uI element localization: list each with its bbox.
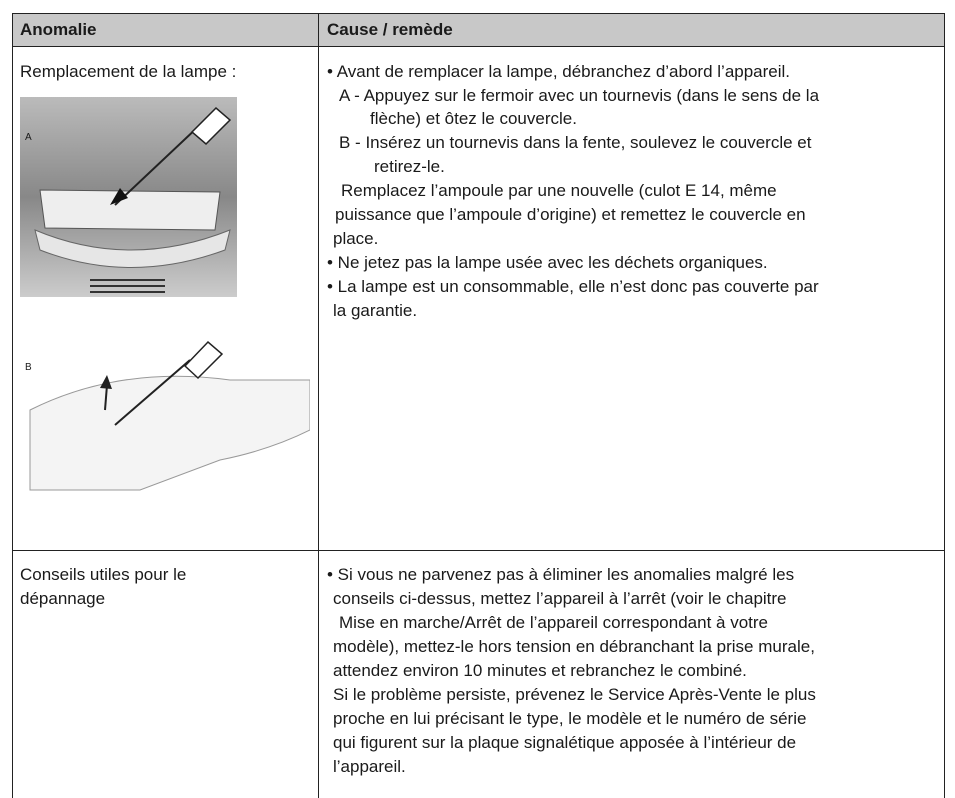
border	[944, 13, 945, 798]
figure-label: A	[25, 132, 32, 143]
cell-text: • Si vous ne parvenez pas à éliminer les…	[327, 565, 795, 584]
screwdriver-handle	[183, 340, 224, 380]
lamp-cover	[39, 189, 221, 231]
border	[12, 13, 945, 14]
cell-text: B - Insérez un tournevis dans la fente, …	[339, 133, 812, 152]
housing	[34, 229, 231, 268]
cell-text: A - Appuyez sur le fermoir avec un tourn…	[339, 86, 820, 105]
cell-text: l’appareil.	[333, 757, 406, 776]
cell-text: Remplacez l’ampoule par une nouvelle (cu…	[341, 181, 777, 200]
cell-text: • La lampe est un consommable, elle n’es…	[327, 277, 819, 296]
border	[318, 13, 319, 798]
cell-text: • Avant de remplacer la lampe, débranche…	[327, 62, 791, 81]
cell-text: retirez-le.	[374, 157, 445, 176]
header-bg	[12, 14, 944, 46]
cell-text: puissance que l’ampoule d’origine) et re…	[335, 205, 806, 224]
cell-text: Mise en marche/Arrêt de l’appareil corre…	[339, 613, 768, 632]
arrow	[100, 375, 112, 389]
cover	[29, 375, 310, 491]
cell-text: dépannage	[20, 589, 106, 608]
cell-text: • Ne jetez pas la lampe usée avec les dé…	[327, 253, 768, 272]
cell-text: qui figurent sur la plaque signalétique …	[333, 733, 797, 752]
screwdriver	[114, 124, 201, 206]
border	[12, 13, 13, 798]
border	[12, 46, 945, 47]
illustration	[20, 97, 310, 491]
cell-text: Conseils utiles pour le	[20, 565, 187, 584]
screwdriver-handle	[190, 106, 232, 146]
cell-text: conseils ci-dessus, mettez l’appareil à …	[333, 589, 787, 608]
cell-text: la garantie.	[333, 301, 418, 320]
cell-text: attendez environ 10 minutes et rebranche…	[333, 661, 747, 680]
header-cell: Anomalie	[20, 20, 97, 39]
header-cell: Cause / remède	[327, 20, 453, 39]
cell-text: Remplacement de la lampe :	[20, 62, 237, 81]
cell-text: proche en lui précisant le type, le modè…	[333, 709, 807, 728]
cell-text: Si le problème persiste, prévenez le Ser…	[333, 685, 816, 704]
screwdriver	[114, 359, 191, 426]
border	[12, 550, 945, 551]
cell-text: flèche) et ôtez le couvercle.	[370, 109, 577, 128]
arrow	[110, 188, 128, 205]
figure-label: B	[25, 362, 32, 373]
cell-text: place.	[333, 229, 379, 248]
arrow	[104, 384, 108, 411]
cell-text: modèle), mettez-le hors tension en débra…	[333, 637, 815, 656]
